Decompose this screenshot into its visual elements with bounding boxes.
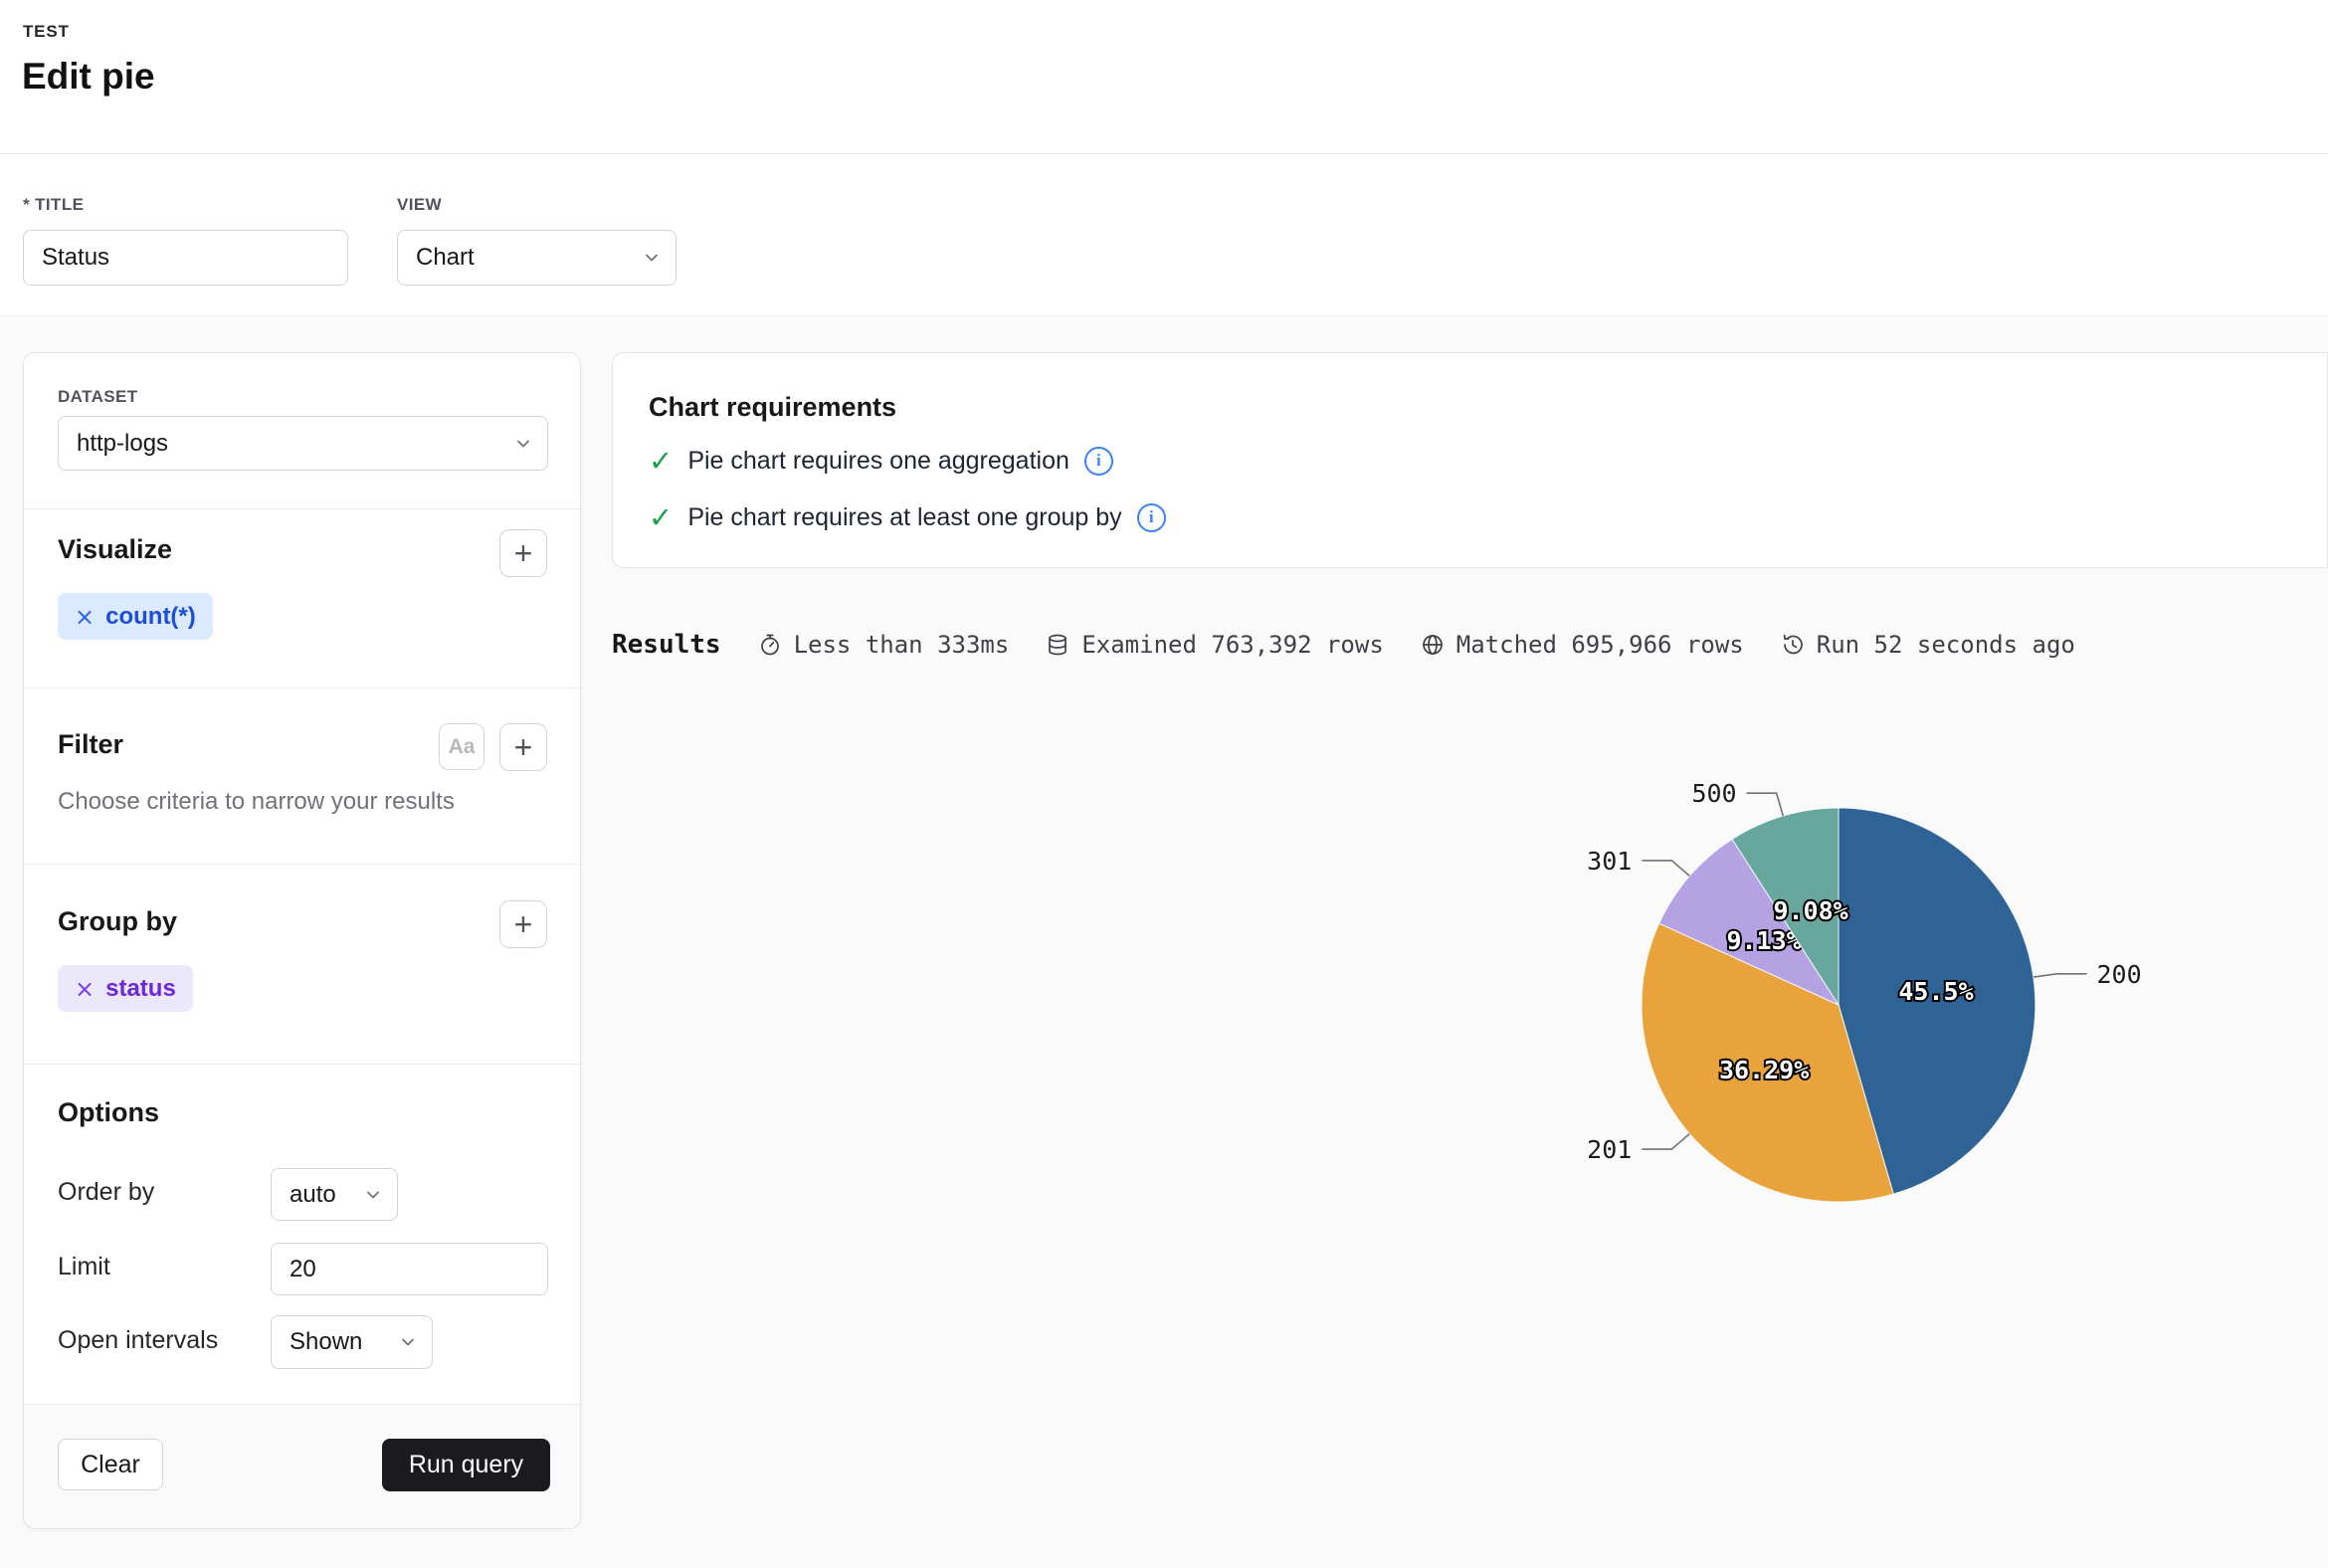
- pie-category-label-301: 301: [1587, 847, 1632, 876]
- query-builder-panel: DATASET http-logs Visualize + × count(*)…: [23, 352, 581, 1529]
- check-icon: ✓: [649, 500, 674, 534]
- pie-pct-label-500: 9.08%: [1773, 896, 1847, 925]
- header-divider: [0, 153, 2328, 154]
- group-by-section-title: Group by: [58, 906, 177, 936]
- open-intervals-select[interactable]: Shown: [271, 1315, 433, 1369]
- globe-icon: [1420, 632, 1446, 658]
- limit-label: Limit: [58, 1253, 110, 1280]
- title-field-label: * TITLE: [23, 195, 85, 214]
- plus-icon: +: [513, 729, 533, 765]
- check-icon: ✓: [649, 444, 674, 478]
- run-query-button[interactable]: Run query: [382, 1439, 550, 1491]
- dataset-select-value: http-logs: [77, 429, 169, 457]
- requirement-text: Pie chart requires one aggregation: [687, 446, 1069, 475]
- divider: [24, 1404, 580, 1405]
- add-visualization-button[interactable]: +: [499, 529, 547, 577]
- divider: [24, 864, 580, 865]
- divider: [24, 508, 580, 509]
- matched-rows-stat: Matched 695,966 rows: [1420, 631, 1744, 659]
- history-icon: [1780, 632, 1806, 658]
- group-by-chip-status[interactable]: × status: [58, 965, 193, 1012]
- filter-section-title: Filter: [58, 729, 124, 759]
- chevron-down-icon: [402, 1338, 414, 1346]
- info-icon[interactable]: i: [1083, 446, 1113, 476]
- database-icon: [1045, 632, 1070, 658]
- filter-help-text: Choose criteria to narrow your results: [58, 788, 455, 815]
- pie-slice-200[interactable]: [1838, 807, 2037, 1195]
- limit-input[interactable]: [271, 1243, 548, 1295]
- matched-rows-text: Matched 695,966 rows: [1455, 631, 1744, 659]
- group-by-chip-label: status: [105, 974, 176, 1002]
- add-filter-button[interactable]: +: [499, 723, 547, 771]
- page-title: Edit pie: [22, 56, 155, 97]
- clear-button[interactable]: Clear: [58, 1439, 163, 1490]
- timer-icon: [757, 632, 783, 658]
- pie-pct-label-200: 45.5%: [1898, 977, 1973, 1006]
- divider: [24, 1064, 580, 1065]
- examined-rows-text: Examined 763,392 rows: [1081, 631, 1384, 659]
- view-field-label: VIEW: [397, 195, 443, 214]
- pie-leader-line-200: [2033, 972, 2087, 978]
- aggregation-chip-label: count(*): [105, 602, 196, 630]
- pie-category-label-200: 200: [2097, 960, 2142, 989]
- pie-chart: 45.5% 200 36.29% 201 9.13% 301 9.08% 500: [612, 688, 2328, 1568]
- results-label: Results: [612, 630, 721, 660]
- breadcrumb[interactable]: TEST: [23, 22, 70, 41]
- visualize-section-title: Visualize: [58, 534, 173, 564]
- pie-slice-201[interactable]: [1641, 922, 1894, 1203]
- order-by-value: auto: [290, 1180, 336, 1208]
- pie-leader-line-500: [1746, 792, 1785, 817]
- aggregation-chip-count[interactable]: × count(*): [58, 593, 213, 640]
- plus-icon: +: [513, 535, 533, 571]
- info-icon[interactable]: i: [1136, 502, 1166, 532]
- options-section-title: Options: [58, 1097, 159, 1127]
- chart-requirements-card: Chart requirements ✓ Pie chart requires …: [612, 352, 2328, 568]
- requirement-text: Pie chart requires at least one group by: [687, 502, 1122, 531]
- pie-slice-500[interactable]: [1731, 807, 1840, 1007]
- chevron-down-icon: [367, 1191, 379, 1198]
- query-duration-text: Less than 333ms: [793, 631, 1010, 659]
- view-select[interactable]: Chart: [397, 230, 677, 286]
- divider: [24, 687, 580, 688]
- examined-rows-stat: Examined 763,392 rows: [1045, 631, 1384, 659]
- open-intervals-label: Open intervals: [58, 1326, 219, 1354]
- pie-leader-line-301: [1642, 860, 1690, 878]
- chevron-down-icon: [646, 254, 658, 262]
- requirement-row: ✓ Pie chart requires at least one group …: [649, 495, 1166, 539]
- view-select-value: Chart: [416, 244, 475, 271]
- remove-group-by-icon[interactable]: ×: [75, 974, 96, 1003]
- filter-case-button[interactable]: Aa: [439, 723, 485, 770]
- remove-aggregation-icon[interactable]: ×: [75, 602, 96, 631]
- last-run-stat: Run 52 seconds ago: [1780, 631, 2075, 659]
- pie-chart-svg: 45.5% 200 36.29% 201 9.13% 301 9.08% 500: [1587, 779, 2142, 1203]
- pie-slice-301[interactable]: [1658, 838, 1841, 1007]
- open-intervals-value: Shown: [290, 1328, 363, 1355]
- last-run-text: Run 52 seconds ago: [1816, 631, 2075, 659]
- dataset-label: DATASET: [58, 387, 138, 406]
- order-by-label: Order by: [58, 1178, 155, 1206]
- order-by-select[interactable]: auto: [271, 1168, 398, 1221]
- pie-pct-label-201: 36.29%: [1719, 1056, 1809, 1084]
- pie-leader-line-201: [1642, 1132, 1690, 1150]
- results-bar: Results Less than 333ms Examined 763,392…: [612, 622, 2075, 668]
- plus-icon: +: [513, 906, 533, 942]
- query-duration-stat: Less than 333ms: [757, 631, 1010, 659]
- pie-pct-label-301: 9.13%: [1726, 926, 1801, 955]
- dataset-select[interactable]: http-logs: [58, 416, 548, 471]
- pie-category-label-500: 500: [1691, 779, 1736, 808]
- title-input[interactable]: [23, 230, 348, 286]
- requirement-row: ✓ Pie chart requires one aggregation i: [649, 439, 1113, 483]
- pie-category-label-201: 201: [1587, 1135, 1632, 1164]
- add-group-by-button[interactable]: +: [499, 900, 547, 948]
- chart-requirements-title: Chart requirements: [649, 392, 897, 422]
- chevron-down-icon: [517, 440, 529, 447]
- aa-icon: Aa: [448, 735, 476, 758]
